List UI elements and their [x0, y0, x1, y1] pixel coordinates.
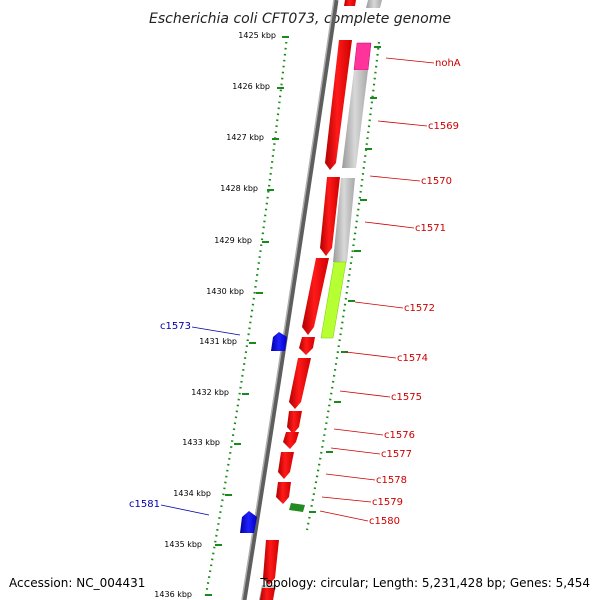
- ruler-label: 1425 kbp: [238, 31, 276, 40]
- ruler-label: 1427 kbp: [226, 133, 264, 142]
- cds-reverse: [271, 332, 287, 351]
- gene-label: c1571: [415, 223, 446, 234]
- ruler-label: 1429 kbp: [214, 236, 252, 245]
- gene-label: c1573: [160, 321, 191, 332]
- reverse-gene-labels: c1573 c1581: [129, 321, 191, 510]
- cds-forward: [299, 337, 315, 355]
- cds-forward: [320, 177, 340, 256]
- gene-label: c1575: [391, 392, 422, 403]
- gene-label: c1576: [384, 430, 415, 441]
- feature-grey: [342, 70, 368, 168]
- ruler-label: 1430 kbp: [206, 287, 244, 296]
- accession-text: Accession: NC_004431: [9, 576, 145, 590]
- ruler-label: 1436 kbp: [154, 590, 192, 599]
- feature-grey: [366, 0, 382, 8]
- cds-forward: [283, 432, 299, 449]
- gene-label: c1574: [397, 353, 428, 364]
- coordinate-ruler: 1425 kbp 1426 kbp 1427 kbp 1428 kbp 1429…: [154, 31, 289, 600]
- gene-label: c1577: [381, 449, 412, 460]
- cds-reverse: [240, 511, 257, 533]
- gene-label: c1578: [376, 475, 407, 486]
- ruler-label: 1433 kbp: [182, 438, 220, 447]
- cds-forward: [260, 588, 275, 600]
- gene-label: c1581: [129, 499, 160, 510]
- ruler-label: 1434 kbp: [173, 489, 211, 498]
- gene-label: c1570: [421, 176, 452, 187]
- forward-cds-track: [260, 0, 356, 600]
- cds-forward: [344, 0, 356, 6]
- forward-gene-labels: nohA c1569 c1570 c1571 c1572 c1574 c1575…: [369, 58, 461, 527]
- reverse-cds-track: [240, 332, 287, 533]
- ruler-label: 1431 kbp: [199, 337, 237, 346]
- reverse-gene-leaders: [160, 326, 241, 516]
- topology-text: Topology: circular; Length: 5,231,428 bp…: [259, 576, 590, 590]
- map-title: Escherichia coli CFT073, complete genome: [149, 11, 451, 27]
- cds-forward: [276, 482, 291, 504]
- cds-forward: [278, 452, 294, 479]
- forward-gene-leaders: [319, 57, 435, 522]
- ruler-label: 1428 kbp: [220, 184, 258, 193]
- feature-pink: [353, 42, 372, 71]
- cds-forward: [325, 40, 352, 170]
- feature-lime: [320, 261, 347, 339]
- gene-label: c1579: [372, 497, 403, 508]
- gene-label: c1572: [404, 303, 435, 314]
- gene-label: c1569: [428, 121, 459, 132]
- cds-forward: [263, 540, 279, 585]
- cds-forward: [287, 411, 302, 434]
- ruler-label: 1426 kbp: [232, 82, 270, 91]
- ruler-label: 1435 kbp: [164, 540, 202, 549]
- ruler-label: 1432 kbp: [191, 388, 229, 397]
- feature-grey: [333, 178, 355, 262]
- gene-label: c1580: [369, 516, 400, 527]
- cds-forward: [302, 258, 329, 335]
- cds-forward-small: [289, 503, 305, 512]
- cds-forward: [289, 358, 311, 409]
- gene-label: nohA: [435, 58, 461, 69]
